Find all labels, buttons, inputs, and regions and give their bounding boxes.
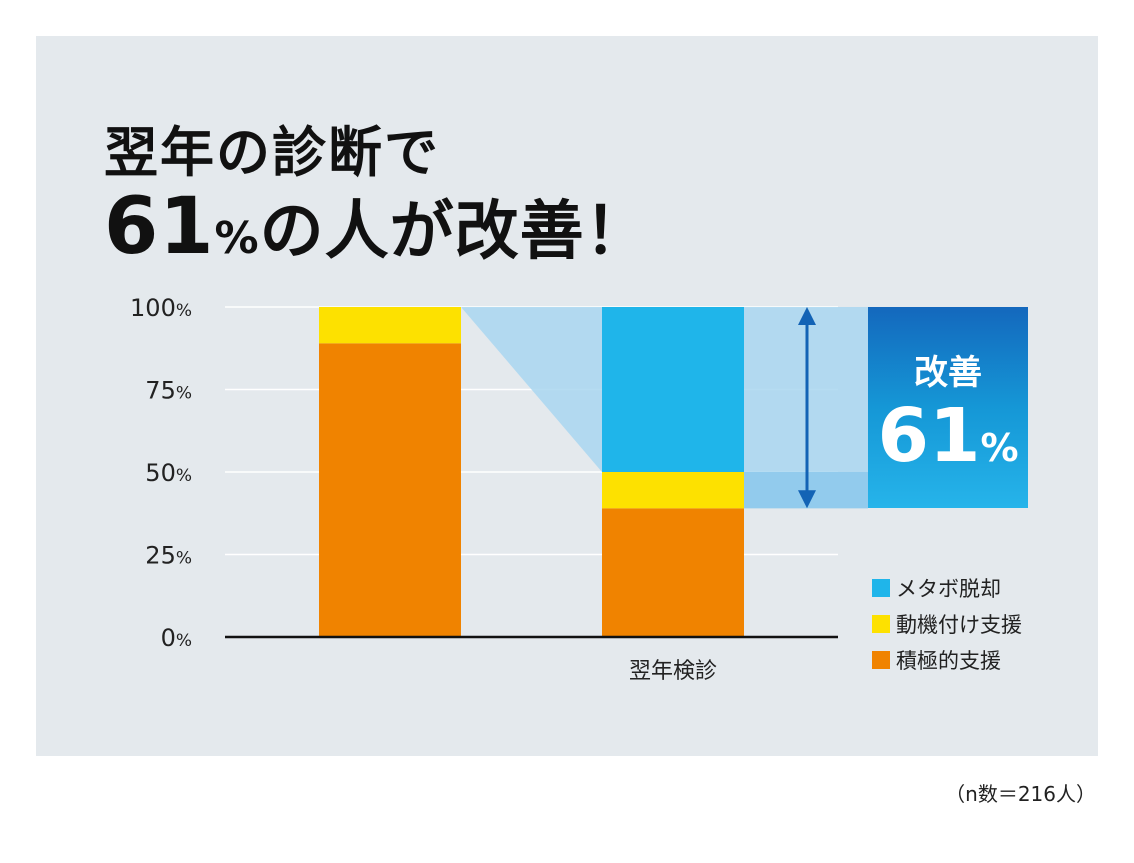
headline-line2: 61%の人が改善！ [104, 180, 650, 272]
x-tick-1: 翌年検診 [629, 659, 717, 684]
y-tick-number: 0 [161, 624, 176, 652]
improvement-callout: 改善 61% [868, 307, 1028, 508]
improvement-arrow [798, 307, 816, 509]
legend-item: メタボ脱却 [872, 570, 1022, 606]
legend-label: 積極的支援 [896, 649, 1001, 673]
bar-1-series-0 [602, 508, 744, 637]
callout-value: 61% [868, 399, 1028, 473]
sample-size-note: （n数＝216人） [945, 782, 1096, 806]
headline-text-a: の人が [259, 195, 455, 269]
y-tick-75: 75% [145, 377, 192, 405]
arrow-head-down [798, 490, 816, 509]
y-tick-unit: % [176, 631, 192, 651]
legend-swatch [872, 579, 890, 597]
bar-0-series-1 [319, 307, 461, 344]
y-tick-number: 50 [145, 459, 176, 487]
callout-number: 61 [877, 393, 981, 479]
bar-0-series-0 [319, 343, 461, 637]
bars [319, 307, 744, 637]
legend-item: 積極的支援 [872, 642, 1022, 678]
legend-item: 動機付け支援 [872, 606, 1022, 642]
legend-swatch [872, 615, 890, 633]
y-tick-unit: % [176, 466, 192, 486]
headline-percent: % [214, 213, 260, 264]
bar-1-series-1 [602, 472, 744, 509]
callout-label: 改善 [914, 353, 982, 393]
y-tick-50: 50% [145, 459, 192, 487]
y-tick-unit: % [176, 549, 192, 569]
headline-line1: 翌年の診断で [104, 121, 440, 184]
headline-number: 61 [104, 182, 215, 272]
headline-text-b: 改善！ [454, 195, 650, 269]
x-tick-labels: 翌年検診 [629, 659, 717, 684]
legend-swatch [872, 651, 890, 669]
y-tick-number: 25 [145, 542, 176, 570]
y-tick-labels: 0%25%50%75%100% [130, 294, 192, 652]
y-tick-100: 100% [130, 294, 192, 322]
y-tick-unit: % [176, 384, 192, 404]
legend-label: メタボ脱却 [896, 577, 1001, 601]
callout-unit: % [980, 426, 1019, 470]
bar-1-series-2 [602, 307, 744, 472]
y-tick-number: 100 [130, 294, 176, 322]
y-tick-unit: % [176, 301, 192, 321]
arrow-head-up [798, 307, 816, 325]
y-tick-25: 25% [145, 542, 192, 570]
y-tick-0: 0% [161, 624, 192, 652]
legend: メタボ脱却動機付け支援 積極的支援 [872, 570, 1022, 678]
y-tick-number: 75 [145, 377, 176, 405]
legend-label: 動機付け支援 [896, 613, 1022, 637]
improvement-wedge [461, 307, 602, 472]
